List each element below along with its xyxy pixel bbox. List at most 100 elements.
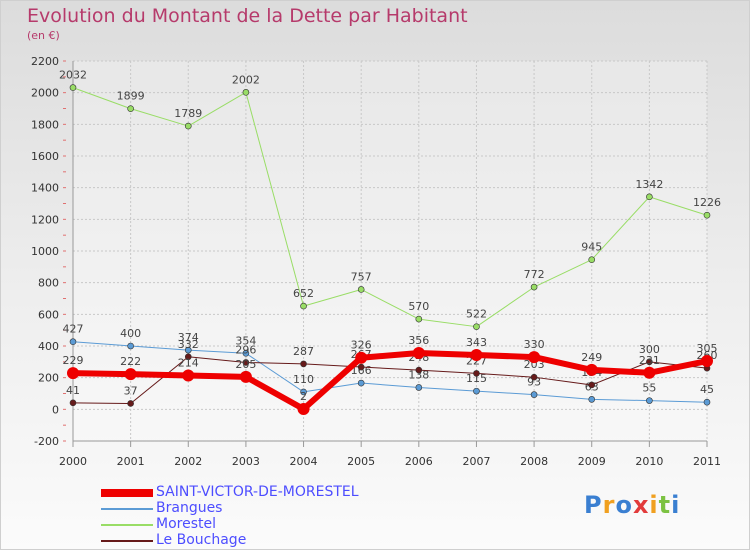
data-label: 2032 xyxy=(59,69,87,82)
data-label: 205 xyxy=(235,358,256,371)
y-tick-label: 1600 xyxy=(31,150,59,163)
legend-item[interactable]: SAINT-VICTOR-DE-MORESTEL xyxy=(101,484,421,501)
data-point xyxy=(300,360,307,368)
data-point xyxy=(585,363,598,376)
legend-label: SAINT-VICTOR-DE-MORESTEL xyxy=(156,484,359,500)
data-point xyxy=(646,397,653,404)
legend-item[interactable]: Morestel xyxy=(101,516,421,533)
data-label: 1899 xyxy=(117,90,145,103)
data-point xyxy=(530,283,538,291)
data-label: 203 xyxy=(524,358,545,371)
data-point xyxy=(415,384,423,391)
data-label: 222 xyxy=(120,355,141,368)
legend-swatch xyxy=(101,489,153,497)
data-label: 296 xyxy=(235,343,256,356)
x-tick-label: 2000 xyxy=(59,455,87,468)
series-line xyxy=(72,341,708,403)
data-point xyxy=(69,84,77,91)
y-tick-label: 800 xyxy=(38,277,59,290)
data-point xyxy=(242,89,250,96)
series-line xyxy=(72,87,708,328)
data-label: 249 xyxy=(581,351,602,364)
data-label: 1226 xyxy=(693,196,721,209)
x-tick-label: 2002 xyxy=(174,455,202,468)
data-point xyxy=(588,396,596,403)
x-tick-label: 2008 xyxy=(520,455,548,468)
data-label: 93 xyxy=(527,376,541,389)
data-point xyxy=(530,373,538,381)
x-tick-label: 2007 xyxy=(462,455,490,468)
data-label: 652 xyxy=(293,287,314,300)
data-label: 570 xyxy=(408,300,429,313)
data-point xyxy=(182,369,195,382)
data-point xyxy=(242,359,250,366)
data-point xyxy=(300,302,307,310)
data-point xyxy=(355,351,368,364)
y-tick-label: 200 xyxy=(38,372,59,385)
legend-item[interactable]: Le Bouchage xyxy=(101,532,421,549)
chart-subtitle: (en €) xyxy=(27,29,60,42)
data-point xyxy=(473,387,480,395)
x-tick-label: 2010 xyxy=(635,455,663,468)
data-point xyxy=(646,193,653,201)
data-point xyxy=(297,403,310,416)
y-tick-label: 2200 xyxy=(31,55,59,68)
y-tick-label: 0 xyxy=(52,403,59,416)
data-label: 138 xyxy=(408,368,429,381)
data-label: 2002 xyxy=(232,73,260,86)
data-label: 374 xyxy=(178,331,199,344)
data-point xyxy=(415,366,423,374)
data-label: 1789 xyxy=(174,107,202,120)
data-point xyxy=(239,370,252,383)
data-point xyxy=(643,366,656,379)
data-point xyxy=(528,351,541,364)
y-tick-label: 400 xyxy=(38,340,59,353)
data-label: 356 xyxy=(408,334,429,347)
legend-swatch xyxy=(101,524,153,526)
data-point xyxy=(588,381,596,389)
data-label: 1342 xyxy=(635,178,663,191)
data-label: 757 xyxy=(351,270,372,283)
data-label: 2 xyxy=(300,390,307,403)
data-label: 330 xyxy=(524,338,545,351)
proxiti-logo: Proxiti xyxy=(584,491,681,519)
data-label: 229 xyxy=(63,354,84,367)
x-tick-label: 2011 xyxy=(693,455,721,468)
series-line xyxy=(72,356,708,404)
data-label: 945 xyxy=(581,241,602,254)
legend-swatch xyxy=(101,508,153,510)
legend-item[interactable]: Brangues xyxy=(101,500,421,517)
data-point xyxy=(184,353,192,361)
x-tick-label: 2004 xyxy=(290,455,318,468)
data-point xyxy=(357,286,365,293)
data-label: 332 xyxy=(178,338,199,351)
data-point xyxy=(530,391,538,398)
y-tick-label: 1800 xyxy=(31,118,59,131)
data-point xyxy=(646,358,653,366)
data-point xyxy=(69,399,77,407)
data-label: 37 xyxy=(124,384,138,397)
x-tick-label: 2005 xyxy=(347,455,375,468)
data-label: 400 xyxy=(120,327,141,340)
legend: SAINT-VICTOR-DE-MORESTEL Brangues Morest… xyxy=(101,484,421,549)
data-point xyxy=(588,256,596,264)
data-point xyxy=(703,398,711,406)
data-label: 522 xyxy=(466,308,487,321)
data-label: 231 xyxy=(639,354,660,367)
x-tick-label: 2009 xyxy=(578,455,606,468)
legend-label: Le Bouchage xyxy=(156,532,247,548)
data-label: 115 xyxy=(466,372,487,385)
y-tick-label: 2000 xyxy=(31,87,59,100)
data-label: 300 xyxy=(639,343,660,356)
data-point xyxy=(415,315,423,323)
data-label: 772 xyxy=(524,268,545,281)
data-point xyxy=(300,388,307,396)
y-tick-label: 1000 xyxy=(31,245,59,258)
data-point xyxy=(473,370,480,377)
legend-label: Morestel xyxy=(156,516,216,532)
data-point xyxy=(473,323,480,330)
data-point xyxy=(127,105,134,112)
data-point xyxy=(357,363,365,371)
